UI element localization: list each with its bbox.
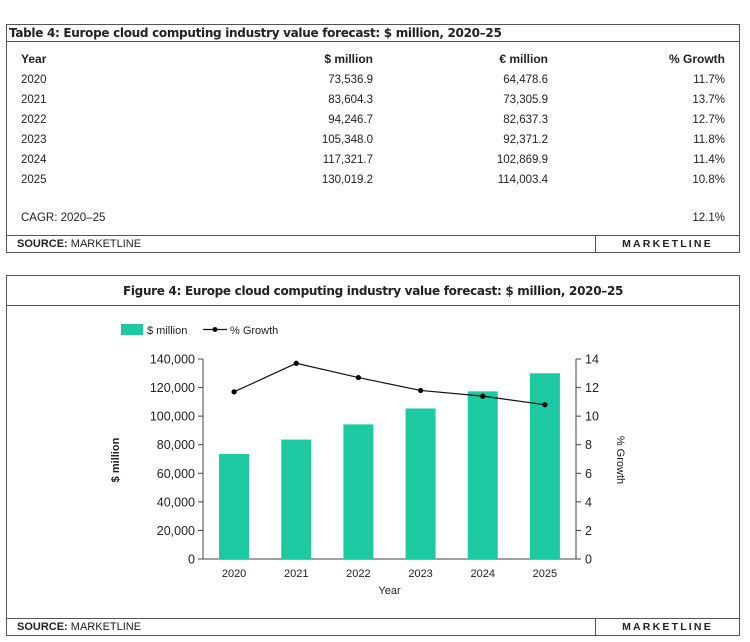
table-cell: 73,536.9: [328, 74, 373, 86]
table-cell: 114,003.4: [497, 174, 548, 186]
growth-marker: [355, 374, 362, 381]
table-row: 2023 105,348.0 92,371.2 11.8%: [7, 130, 739, 150]
x-axis-title: Year: [378, 585, 401, 597]
y-tick-label: 0: [188, 553, 195, 567]
table-cell: 2024: [21, 154, 47, 166]
legend-swatch-marker: [212, 327, 218, 332]
table-cell: 73,305.9: [503, 94, 548, 106]
source-label: SOURCE:: [17, 238, 68, 250]
legend-label: $ million: [147, 325, 187, 337]
table-cell: 10.8%: [692, 174, 725, 186]
legend-swatch-bar: [121, 324, 143, 335]
x-tick-label: 2024: [471, 568, 495, 580]
table-cell: 130,019.2: [321, 174, 373, 186]
table-cell: 2025: [21, 174, 47, 186]
y-tick-label: 20,000: [157, 524, 195, 538]
table-cell: 2022: [21, 114, 47, 126]
table-row: 2020 73,536.9 64,478.6 11.7%: [7, 70, 739, 90]
y-axis-title: $ million: [110, 437, 122, 482]
growth-marker: [542, 402, 548, 408]
table-cell: 11.7%: [693, 74, 725, 86]
x-tick-label: 2022: [346, 568, 370, 580]
figure-panel: Figure 4: Europe cloud computing industr…: [6, 275, 740, 636]
table-cell: 102,869.9: [496, 154, 548, 166]
table-header-row: Year $ million € million % Growth: [7, 49, 739, 69]
y-tick-label: 100,000: [150, 410, 195, 424]
table-row: 2024 117,321.7 102,869.9 11.4%: [7, 150, 739, 170]
growth-marker: [293, 360, 299, 366]
column-header: Year: [21, 52, 47, 66]
y2-tick-label: 14: [585, 353, 599, 367]
x-tick-label: 2025: [533, 568, 557, 580]
growth-marker: [480, 393, 486, 399]
bar: [281, 439, 312, 559]
table-cell: 105,348.0: [321, 134, 373, 146]
x-tick-label: 2021: [284, 568, 308, 580]
table-cell: 11.8%: [693, 134, 725, 146]
bar: [405, 408, 436, 559]
source-value: MARKETLINE: [70, 621, 142, 633]
growth-marker: [231, 389, 237, 395]
cagr-row: CAGR: 2020–25 12.1%: [7, 208, 739, 228]
growth-marker: [417, 387, 424, 394]
figure-source-bar: SOURCE: MARKETLINE MARKETLINE: [7, 618, 739, 635]
y2-tick-label: 12: [585, 381, 599, 395]
y-tick-label: 40,000: [157, 495, 195, 509]
table-cell: 117,321.7: [322, 154, 373, 166]
y-tick-label: 80,000: [157, 438, 195, 452]
bar: [529, 373, 560, 559]
x-tick-label: 2023: [408, 568, 432, 580]
table-cell: 12.7%: [692, 114, 725, 126]
table-source: SOURCE: MARKETLINE: [17, 236, 141, 252]
x-tick-label: 2020: [222, 568, 246, 580]
y2-tick-label: 6: [585, 467, 592, 481]
table-row: 2025 130,019.2 114,003.4 10.8%: [7, 170, 739, 190]
figure-source: SOURCE: MARKETLINE: [17, 619, 141, 635]
source-value: MARKETLINE: [70, 238, 142, 250]
bar: [467, 391, 498, 559]
table-cell: 2021: [21, 94, 47, 106]
table-cell: 94,246.7: [328, 114, 373, 126]
y2-axis-title: % Growth: [614, 436, 626, 484]
table-title: Table 4: Europe cloud computing industry…: [7, 25, 739, 42]
column-header: % Growth: [669, 52, 725, 66]
y2-tick-label: 8: [585, 438, 592, 452]
y2-tick-label: 2: [585, 524, 592, 538]
column-header: $ million: [324, 52, 373, 66]
y-tick-label: 140,000: [150, 353, 195, 367]
table-cell: 82,637.3: [503, 114, 548, 126]
y-tick-label: 60,000: [157, 467, 195, 481]
brand-logo: MARKETLINE: [595, 235, 739, 252]
y2-tick-label: 0: [585, 553, 592, 567]
legend-label: % Growth: [230, 325, 278, 337]
table-cell: 2023: [21, 134, 47, 146]
table-row: 2021 83,604.3 73,305.9 13.7%: [7, 90, 739, 110]
y2-tick-label: 10: [585, 410, 599, 424]
table-cell: 11.4%: [693, 154, 725, 166]
y-tick-label: 120,000: [150, 381, 195, 395]
column-header: € million: [499, 52, 548, 66]
y2-tick-label: 4: [585, 495, 592, 509]
table-panel: Table 4: Europe cloud computing industry…: [6, 24, 740, 253]
table-cell: 12.1%: [692, 212, 725, 224]
table-cell: 13.7%: [692, 94, 725, 106]
bar: [343, 424, 374, 559]
table-cell: 83,604.3: [328, 94, 373, 106]
table-source-bar: SOURCE: MARKETLINE MARKETLINE: [7, 235, 739, 252]
brand-logo: MARKETLINE: [595, 618, 739, 635]
table-cell: CAGR: 2020–25: [21, 212, 106, 224]
bar: [219, 453, 250, 559]
table-cell: 92,371.2: [503, 134, 548, 146]
figure-title: Figure 4: Europe cloud computing industr…: [7, 276, 739, 306]
growth-line: [233, 362, 545, 406]
source-label: SOURCE:: [17, 621, 68, 633]
table-row: 2022 94,246.7 82,637.3 12.7%: [7, 110, 739, 130]
table-cell: 2020: [21, 74, 47, 86]
table-cell: 64,478.6: [503, 74, 548, 86]
